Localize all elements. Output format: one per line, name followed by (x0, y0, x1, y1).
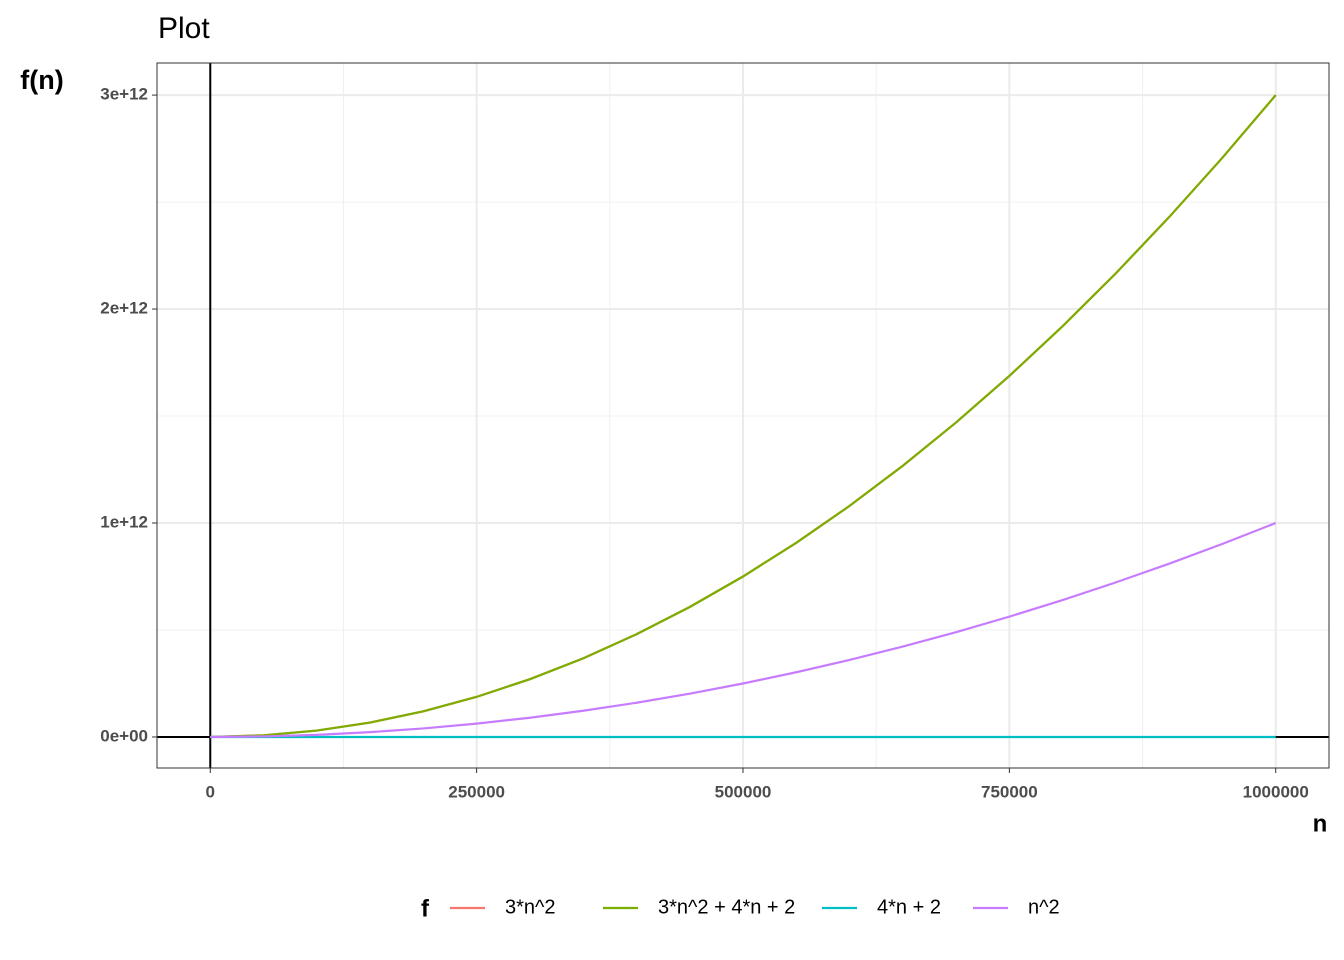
legend-label: n^2 (1028, 896, 1060, 918)
y-tick-label: 3e+12 (100, 85, 148, 104)
chart-title: Plot (158, 12, 210, 45)
panel-border (156, 62, 1330, 769)
x-tick-label: 250000 (448, 782, 505, 801)
x-tick-label: 750000 (981, 782, 1038, 801)
x-tick-label: 0 (206, 782, 215, 801)
legend-title: f (421, 895, 430, 922)
series-line (210, 94, 1277, 739)
y-tick-label: 1e+12 (100, 512, 148, 531)
y-axis-title: f(n) (20, 65, 63, 95)
y-tick-label: 0e+00 (100, 726, 148, 745)
y-tick-label: 2e+12 (100, 299, 148, 318)
x-tick-label: 1000000 (1243, 782, 1309, 801)
series-line (210, 521, 1277, 739)
x-tick-label: 500000 (715, 782, 772, 801)
legend-label: 3*n^2 + 4*n + 2 (658, 896, 795, 918)
legend-label: 4*n + 2 (877, 896, 941, 918)
x-axis-title: n (1313, 810, 1328, 837)
legend-label: 3*n^2 (505, 896, 556, 918)
